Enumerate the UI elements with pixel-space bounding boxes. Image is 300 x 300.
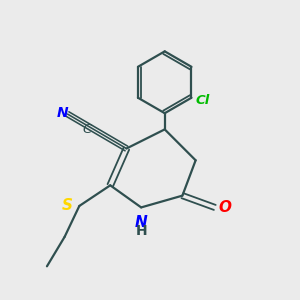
Text: C: C — [83, 124, 92, 136]
Text: N: N — [135, 215, 148, 230]
Text: Cl: Cl — [195, 94, 209, 106]
Text: S: S — [62, 198, 73, 213]
Text: O: O — [218, 200, 231, 215]
Text: H: H — [135, 224, 147, 239]
Text: N: N — [56, 106, 68, 120]
